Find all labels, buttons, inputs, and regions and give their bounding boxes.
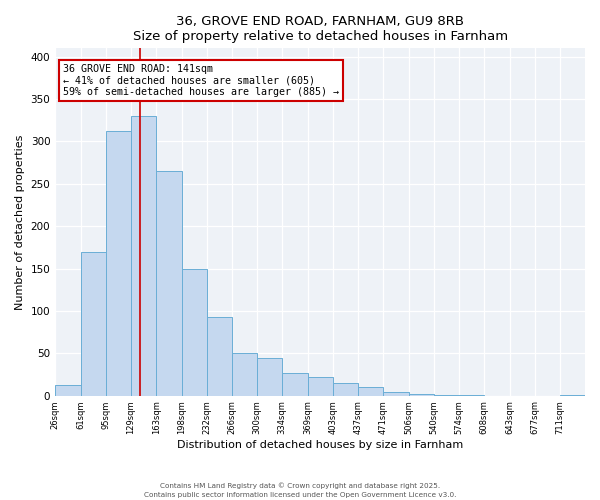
Bar (55, 384, 81, 396)
Bar (207, 317, 232, 396)
Bar (131, 116, 156, 396)
Bar (434, 394, 459, 396)
Bar (232, 353, 257, 396)
Bar (81, 252, 106, 396)
Bar (106, 132, 131, 396)
Bar (409, 394, 434, 396)
Title: 36, GROVE END ROAD, FARNHAM, GU9 8RB
Size of property relative to detached house: 36, GROVE END ROAD, FARNHAM, GU9 8RB Siz… (133, 15, 508, 43)
Bar (282, 372, 308, 396)
Bar (560, 394, 585, 396)
Bar (459, 394, 484, 396)
Bar (358, 387, 383, 396)
Bar (257, 358, 282, 396)
Bar (333, 383, 358, 396)
Text: 36 GROVE END ROAD: 141sqm
← 41% of detached houses are smaller (605)
59% of semi: 36 GROVE END ROAD: 141sqm ← 41% of detac… (63, 64, 339, 97)
Bar (308, 377, 333, 396)
X-axis label: Distribution of detached houses by size in Farnham: Distribution of detached houses by size … (177, 440, 463, 450)
Text: Contains HM Land Registry data © Crown copyright and database right 2025.
Contai: Contains HM Land Registry data © Crown c… (144, 482, 456, 498)
Y-axis label: Number of detached properties: Number of detached properties (15, 134, 25, 310)
Bar (383, 392, 409, 396)
Bar (156, 171, 182, 396)
Bar (182, 268, 207, 396)
